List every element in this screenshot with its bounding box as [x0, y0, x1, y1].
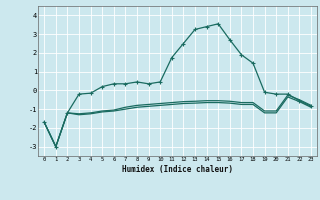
X-axis label: Humidex (Indice chaleur): Humidex (Indice chaleur)	[122, 165, 233, 174]
